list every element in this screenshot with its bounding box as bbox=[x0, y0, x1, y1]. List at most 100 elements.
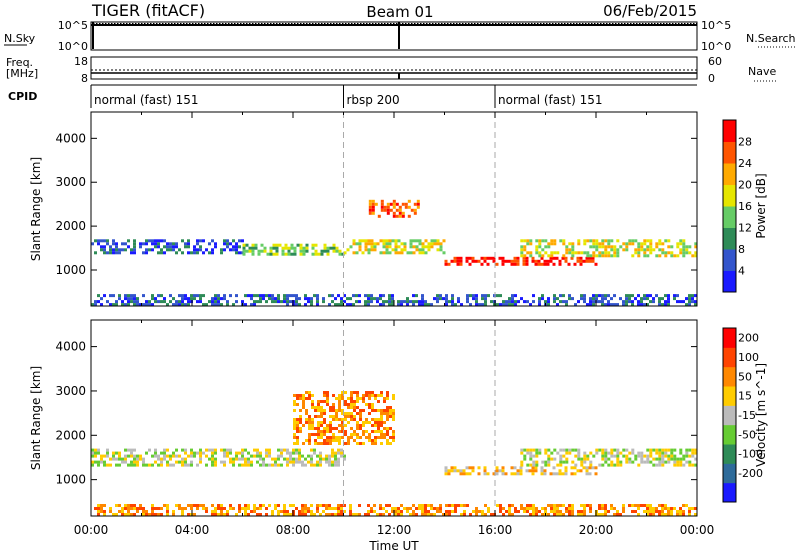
heatmap-cell bbox=[601, 297, 604, 301]
heatmap-cell bbox=[625, 242, 629, 246]
heatmap-cell bbox=[331, 513, 334, 516]
heatmap-cell bbox=[667, 448, 671, 452]
heatmap-cell bbox=[196, 242, 199, 246]
heatmap-cell bbox=[127, 463, 130, 467]
heatmap-cell bbox=[265, 463, 268, 467]
heatmap-cell bbox=[106, 251, 109, 255]
heatmap-cell bbox=[673, 448, 677, 452]
heatmap-cell bbox=[448, 510, 451, 513]
heatmap-cell bbox=[649, 454, 653, 458]
heatmap-cell bbox=[499, 504, 502, 507]
heatmap-cell bbox=[385, 504, 388, 507]
heatmap-cell bbox=[344, 400, 347, 403]
heatmap-cell bbox=[392, 439, 395, 442]
heatmap-cell bbox=[388, 294, 391, 298]
heatmap-cell bbox=[373, 242, 377, 246]
heatmap-cell bbox=[338, 403, 341, 406]
heatmap-cell bbox=[296, 421, 299, 424]
heatmap-cell bbox=[549, 472, 553, 476]
heatmap-cell bbox=[362, 400, 365, 403]
heatmap-cell bbox=[451, 303, 454, 307]
heatmap-cell bbox=[121, 248, 124, 252]
heatmap-cell bbox=[445, 294, 448, 298]
heatmap-cell bbox=[640, 248, 644, 252]
heatmap-cell bbox=[516, 262, 520, 266]
heatmap-cell bbox=[214, 451, 217, 455]
heatmap-cell bbox=[585, 259, 589, 263]
heatmap-cell bbox=[130, 251, 133, 255]
heatmap-cell bbox=[293, 246, 297, 250]
heatmap-cell bbox=[382, 303, 385, 307]
heatmap-cell bbox=[380, 415, 383, 418]
heatmap-cell bbox=[103, 463, 106, 467]
heatmap-cell bbox=[223, 463, 226, 467]
heatmap-cell bbox=[395, 214, 399, 218]
heatmap-cell bbox=[358, 242, 362, 246]
heatmap-cell bbox=[465, 466, 469, 470]
heatmap-cell bbox=[259, 463, 262, 467]
heatmap-cell bbox=[277, 297, 280, 301]
heatmap-cell bbox=[217, 300, 220, 304]
heatmap-cell bbox=[398, 211, 402, 215]
heatmap-cell bbox=[323, 394, 326, 397]
heatmap-cell bbox=[293, 442, 296, 445]
heatmap-cell bbox=[302, 246, 306, 250]
heatmap-cell bbox=[124, 457, 127, 461]
heatmap-cell bbox=[459, 259, 463, 263]
heatmap-cell bbox=[655, 245, 659, 249]
y-tick-label: 1000 bbox=[55, 263, 86, 277]
heatmap-cell bbox=[253, 507, 256, 510]
heatmap-cell bbox=[220, 504, 223, 507]
heatmap-cell bbox=[175, 245, 178, 249]
colorbar-tick-label: 4 bbox=[738, 265, 745, 278]
heatmap-cell bbox=[474, 259, 478, 263]
heatmap-cell bbox=[604, 504, 607, 507]
heatmap-cell bbox=[181, 300, 184, 304]
heatmap-cell bbox=[525, 469, 529, 473]
heatmap-cell bbox=[100, 460, 103, 464]
heatmap-cell bbox=[661, 248, 665, 252]
heatmap-cell bbox=[94, 451, 97, 455]
heatmap-cell bbox=[329, 430, 332, 433]
heatmap-cell bbox=[326, 249, 330, 253]
heatmap-cell bbox=[553, 239, 557, 243]
heatmap-cell bbox=[577, 239, 581, 243]
heatmap-cell bbox=[397, 300, 400, 304]
heatmap-cell bbox=[316, 300, 319, 304]
heatmap-cell bbox=[259, 513, 262, 516]
header-station: TIGER (fitACF) bbox=[91, 1, 205, 20]
heatmap-cell bbox=[592, 294, 595, 298]
heatmap-cell bbox=[325, 513, 328, 516]
heatmap-cell bbox=[549, 259, 553, 263]
heatmap-cell bbox=[526, 504, 529, 507]
heatmap-cell bbox=[358, 245, 362, 249]
heatmap-cell bbox=[326, 442, 329, 445]
heatmap-cell bbox=[459, 256, 463, 260]
heatmap-cell bbox=[367, 297, 370, 301]
heatmap-cell bbox=[184, 457, 187, 461]
heatmap-cell bbox=[334, 513, 337, 516]
heatmap-cell bbox=[380, 421, 383, 424]
heatmap-cell bbox=[356, 436, 359, 439]
heatmap-cell bbox=[469, 513, 472, 516]
heatmap-cell bbox=[676, 513, 679, 516]
heatmap-cell bbox=[193, 245, 196, 249]
heatmap-cell bbox=[439, 248, 443, 252]
heatmap-cell bbox=[541, 513, 544, 516]
heatmap-cell bbox=[106, 451, 109, 455]
heatmap-cell bbox=[523, 510, 526, 513]
heatmap-cell bbox=[338, 409, 341, 412]
heatmap-cell bbox=[415, 300, 418, 304]
heatmap-cell bbox=[418, 303, 421, 307]
heatmap-cell bbox=[100, 507, 103, 510]
heatmap-cell bbox=[453, 466, 457, 470]
heatmap-cell bbox=[392, 214, 396, 218]
heatmap-cell bbox=[293, 394, 296, 397]
heatmap-cell bbox=[574, 454, 578, 458]
heatmap-cell bbox=[406, 303, 409, 307]
heatmap-cell bbox=[386, 442, 389, 445]
heatmap-cell bbox=[353, 409, 356, 412]
heatmap-cell bbox=[334, 297, 337, 301]
heatmap-cell bbox=[190, 507, 193, 510]
heatmap-cell bbox=[359, 424, 362, 427]
